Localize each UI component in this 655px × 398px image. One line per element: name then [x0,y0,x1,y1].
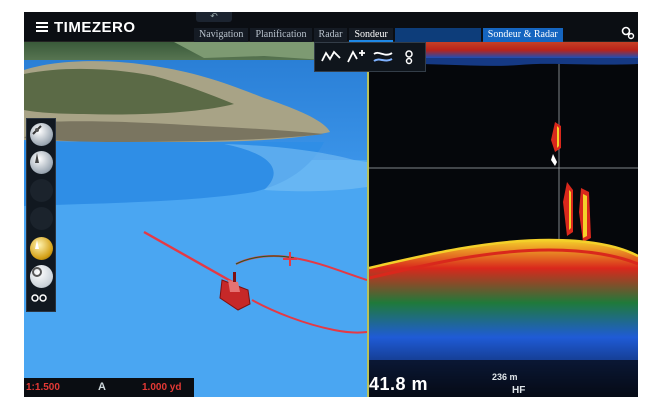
frequency-readout[interactable]: HF [512,385,526,396]
blank-tool[interactable] [30,207,53,230]
pane-divider[interactable] [367,42,369,397]
sub-bottom-shadow [369,360,638,397]
app-brand[interactable]: TIMEZERO [36,16,136,38]
tilt-icon[interactable] [30,151,53,174]
seabed-line [369,238,638,270]
shallow-band [24,142,324,206]
undo-button[interactable]: ↶ [196,12,232,22]
shallow-light [224,144,367,192]
route-arc[interactable] [235,255,367,281]
north-indicator[interactable]: A [98,381,106,393]
seabed-echo [369,240,638,397]
tab-unlabeled[interactable] [394,28,481,42]
compass-icon[interactable] [30,123,53,146]
wrench-icon[interactable] [621,26,635,40]
tab-radar[interactable]: Radar [313,28,348,42]
island-vegetation [24,68,234,115]
own-ship[interactable] [219,272,251,311]
tab-sondeur[interactable]: Sondeur [349,28,393,42]
waypoint-marker[interactable] [283,252,297,266]
timezero-window: TIMEZERO ↶ Navigation Planification Rada… [24,12,638,397]
3d-scene [24,42,367,334]
tab-planification[interactable]: Planification [250,28,312,42]
range-readout[interactable]: 236 m [492,372,518,382]
menu-icon[interactable] [36,22,48,32]
route-segment[interactable] [143,230,237,286]
top-bar: TIMEZERO ↶ Navigation Planification Rada… [24,12,638,42]
brand-label: TIMEZERO [54,18,136,36]
seabed-red-band [369,248,638,280]
ring-icon[interactable] [30,265,53,288]
settings-icon[interactable] [30,291,53,309]
3d-chart-view[interactable] [24,42,367,397]
sounder-toolbar [314,42,426,72]
bottom-lock-icon[interactable] [372,46,394,68]
distance-readout: 1.000 yd [142,382,182,393]
zoom-mode-icon[interactable] [346,46,368,68]
route-shadow [235,255,295,265]
echo-sounder-view[interactable] [369,42,638,397]
sounder-mode-icon[interactable] [320,46,342,68]
island-cliff [24,121,324,142]
depth-readout: 41.8 m [369,374,429,394]
scale-readout[interactable]: 1:1.500 [26,382,60,393]
workspace-tabs: Navigation Planification Radar Sondeur S… [194,27,565,42]
surface-clutter [369,42,638,58]
chart-status-bar: 1:1.500 A 1.000 yd [24,378,194,397]
time-scale [524,390,638,397]
fish-school[interactable] [551,122,591,242]
sounder-settings-icon[interactable] [398,46,420,68]
chart-toolbar [26,118,56,312]
blank-tool[interactable] [30,179,53,202]
tab-sondeur-radar[interactable]: Sondeur & Radar [482,28,563,42]
surface-noise [369,58,638,66]
tab-navigation[interactable]: Navigation [194,28,249,42]
wake-line [251,299,367,334]
echogram [369,42,638,397]
lighthouse-icon[interactable] [30,237,53,260]
